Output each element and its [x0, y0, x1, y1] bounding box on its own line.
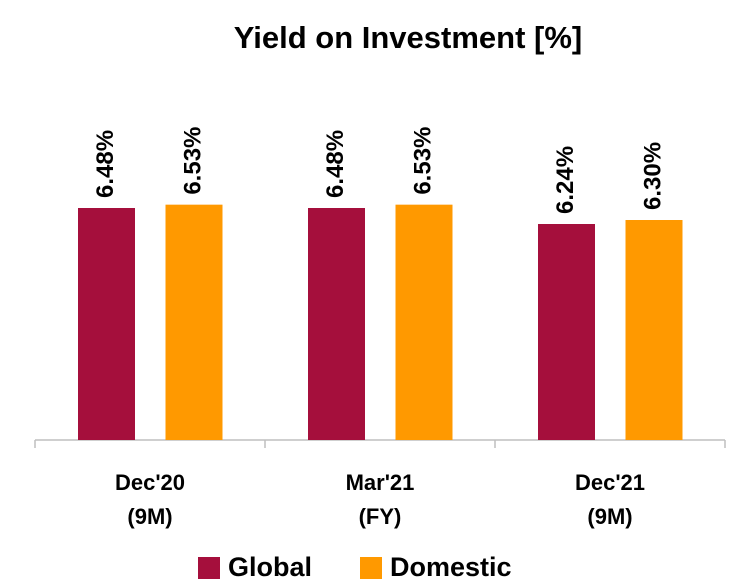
x-tick-label: Dec'20 (9M) — [114, 470, 186, 529]
bar — [165, 204, 223, 440]
value-label: 6.48% — [92, 130, 119, 198]
value-label: 6.24% — [552, 146, 579, 214]
value-label: 6.53% — [409, 127, 436, 195]
legend-swatch — [360, 557, 382, 579]
x-tick-label: Mar'21 (FY) — [345, 470, 415, 529]
bar — [395, 204, 453, 440]
value-label: 6.48% — [322, 130, 349, 198]
value-label: 6.30% — [639, 142, 666, 210]
bar — [78, 208, 135, 440]
bar — [308, 208, 365, 440]
x-tick-label: Dec'21 (9M) — [574, 470, 646, 529]
bar — [538, 224, 595, 440]
value-label: 6.53% — [179, 127, 206, 195]
legend-label: Domestic — [390, 552, 512, 582]
legend-label: Global — [228, 552, 312, 582]
chart-title: Yield on Investment [%] — [234, 20, 583, 55]
legend-swatch — [198, 557, 220, 579]
bar — [625, 220, 683, 440]
